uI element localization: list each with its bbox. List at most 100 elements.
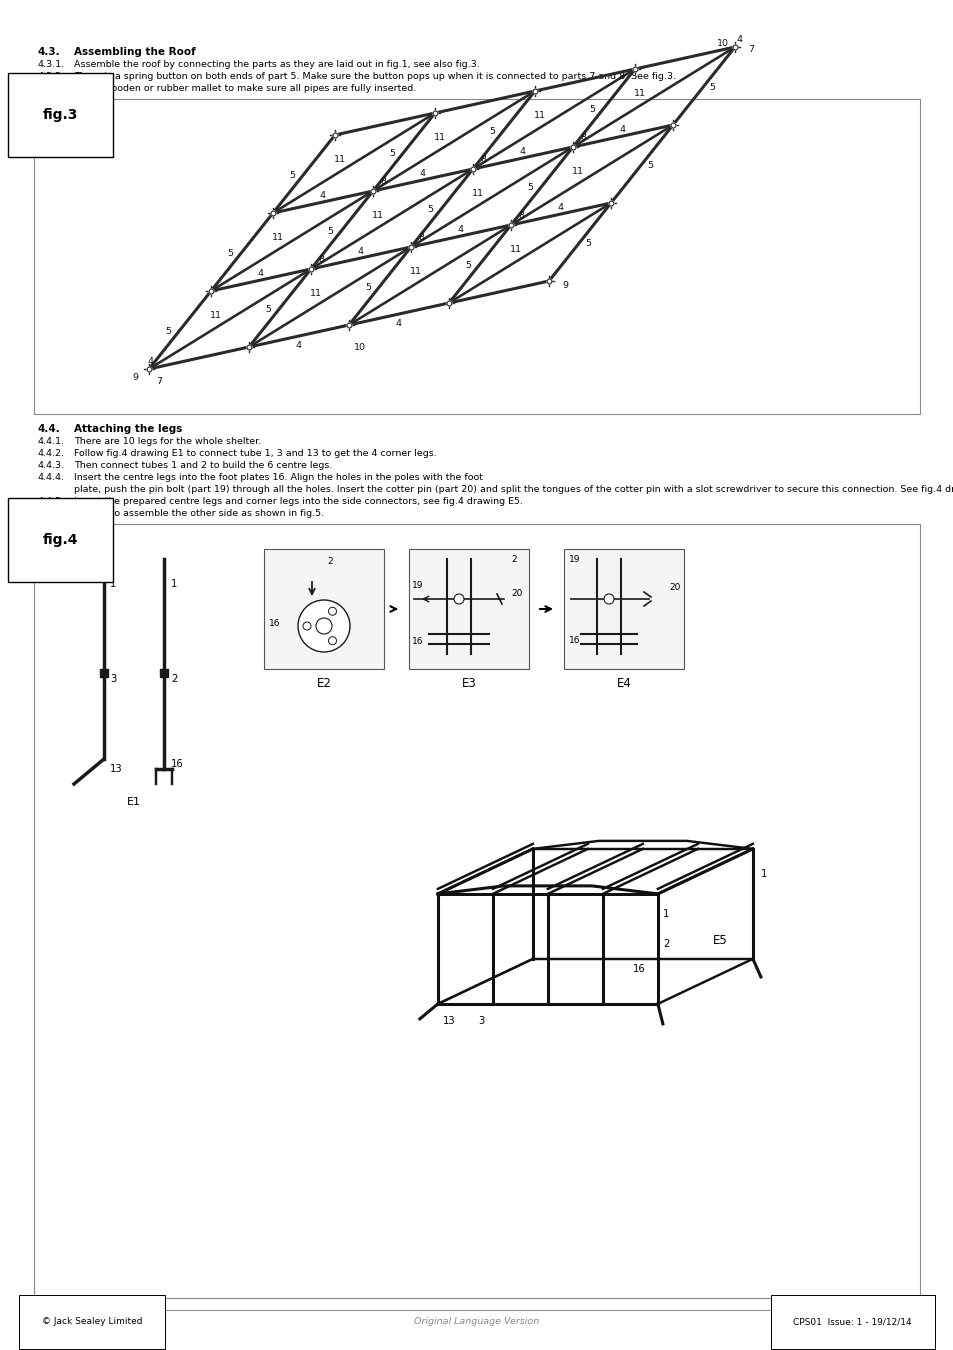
Text: 8: 8 (317, 255, 324, 265)
Text: CPS01  Issue: 1 - 19/12/14: CPS01 Issue: 1 - 19/12/14 (793, 1318, 911, 1327)
Text: 11: 11 (334, 154, 346, 163)
Text: 5: 5 (289, 171, 294, 181)
Text: 4.4.1.: 4.4.1. (38, 437, 65, 446)
Text: 4: 4 (737, 35, 742, 43)
Text: 20: 20 (511, 590, 522, 598)
Text: 4.3.3.: 4.3.3. (38, 84, 65, 93)
Text: 13: 13 (110, 764, 123, 774)
Bar (34, 99, 919, 414)
Text: 5: 5 (227, 250, 233, 258)
Text: 20: 20 (668, 583, 679, 593)
Text: fig.3: fig.3 (43, 108, 78, 122)
Text: 4.4.6.: 4.4.6. (38, 509, 65, 518)
Text: 5: 5 (646, 162, 652, 170)
Text: 8: 8 (479, 155, 485, 165)
Text: 5: 5 (584, 239, 590, 248)
Text: 4: 4 (457, 224, 463, 234)
Text: 7: 7 (156, 377, 162, 386)
Circle shape (297, 599, 350, 652)
Circle shape (303, 622, 311, 630)
Text: 5: 5 (327, 228, 333, 236)
Text: Insert the centre legs into the foot plates 16. Align the holes in the poles wit: Insert the centre legs into the foot pla… (74, 472, 482, 482)
Bar (409, 549, 529, 670)
Bar (563, 549, 683, 670)
Text: 5: 5 (464, 262, 471, 270)
Text: 11: 11 (372, 211, 384, 220)
Text: 4: 4 (319, 190, 326, 200)
Text: Follow fig.4 drawing E1 to connect tube 1, 3 and 13 to get the 4 corner legs.: Follow fig.4 drawing E1 to connect tube … (74, 450, 436, 458)
Text: 10: 10 (717, 39, 728, 47)
Text: 4: 4 (357, 247, 364, 255)
Text: 8: 8 (379, 177, 386, 186)
Text: 5: 5 (588, 105, 595, 115)
Text: E4: E4 (616, 676, 631, 690)
Text: 1: 1 (760, 869, 766, 879)
Text: 4: 4 (419, 169, 426, 177)
Text: There is a spring button on both ends of part 5. Make sure the button pops up wh: There is a spring button on both ends of… (74, 72, 676, 81)
Text: 8: 8 (517, 212, 523, 220)
Text: 5: 5 (708, 84, 714, 93)
Text: 4: 4 (519, 147, 525, 155)
Text: 5: 5 (265, 305, 271, 315)
Text: Use a wooden or rubber mallet to make sure all pipes are fully inserted.: Use a wooden or rubber mallet to make su… (74, 84, 416, 93)
Text: 4: 4 (295, 342, 302, 351)
Text: 2: 2 (171, 674, 177, 684)
Text: 5: 5 (165, 328, 171, 336)
Text: 1: 1 (171, 579, 177, 589)
Text: E5: E5 (712, 934, 727, 946)
Circle shape (603, 594, 614, 603)
Text: E2: E2 (316, 676, 331, 690)
Text: 1: 1 (110, 579, 116, 589)
Text: 10: 10 (354, 343, 366, 352)
Text: 9: 9 (561, 281, 567, 289)
Text: 1: 1 (662, 909, 669, 919)
Text: 11: 11 (434, 132, 446, 142)
Text: 5: 5 (365, 284, 371, 293)
Text: 4: 4 (395, 320, 401, 328)
Text: 5: 5 (427, 205, 433, 215)
Text: 2: 2 (511, 555, 517, 564)
Text: There are 10 legs for the whole shelter.: There are 10 legs for the whole shelter. (74, 437, 261, 446)
Text: 4.4.4.: 4.4.4. (38, 472, 65, 482)
Text: fig.4: fig.4 (43, 533, 78, 547)
Text: Attaching the legs: Attaching the legs (74, 424, 182, 433)
Text: 5: 5 (489, 127, 495, 136)
Text: 11: 11 (210, 310, 222, 320)
Text: 4.4.: 4.4. (38, 424, 61, 433)
Text: 4.4.5.: 4.4.5. (38, 497, 65, 506)
Text: 19: 19 (568, 555, 579, 564)
Bar (34, 524, 919, 1297)
Text: 16: 16 (412, 637, 423, 647)
Text: Then connect tubes 1 and 2 to build the 6 centre legs.: Then connect tubes 1 and 2 to build the … (74, 460, 332, 470)
Text: Repeat to assemble the other side as shown in fig.5.: Repeat to assemble the other side as sho… (74, 509, 324, 518)
Text: 11: 11 (472, 189, 483, 197)
Text: Assembling the Roof: Assembling the Roof (74, 47, 195, 57)
Text: 11: 11 (572, 166, 583, 176)
Text: 11: 11 (410, 266, 421, 275)
Text: 13: 13 (442, 1017, 455, 1026)
Text: 16: 16 (171, 759, 184, 769)
Text: plate, push the pin bolt (part 19) through all the holes. Insert the cotter pin : plate, push the pin bolt (part 19) throu… (74, 485, 953, 494)
Text: 4.3.2.: 4.3.2. (38, 72, 65, 81)
Text: 11: 11 (510, 244, 521, 254)
Text: 4.4.3.: 4.4.3. (38, 460, 65, 470)
Text: E1: E1 (127, 796, 141, 807)
Text: 7: 7 (747, 45, 753, 54)
Text: Insert the prepared centre legs and corner legs into the side connectors, see fi: Insert the prepared centre legs and corn… (74, 497, 522, 506)
Text: 11: 11 (534, 111, 545, 120)
Text: 16: 16 (632, 964, 645, 973)
Text: 4.3.1.: 4.3.1. (38, 59, 65, 69)
Text: 4.4.2.: 4.4.2. (38, 450, 65, 458)
Text: 16: 16 (568, 636, 579, 645)
Text: E3: E3 (461, 676, 476, 690)
Text: 2: 2 (662, 938, 669, 949)
Circle shape (328, 637, 336, 645)
Text: 4: 4 (558, 202, 563, 212)
Text: 11: 11 (310, 289, 322, 297)
Bar (264, 549, 384, 670)
Text: 3: 3 (477, 1017, 483, 1026)
Text: 2: 2 (327, 558, 333, 566)
Text: 4.3.: 4.3. (38, 47, 61, 57)
Text: Original Language Version: Original Language Version (414, 1318, 539, 1327)
Text: 5: 5 (389, 150, 395, 158)
